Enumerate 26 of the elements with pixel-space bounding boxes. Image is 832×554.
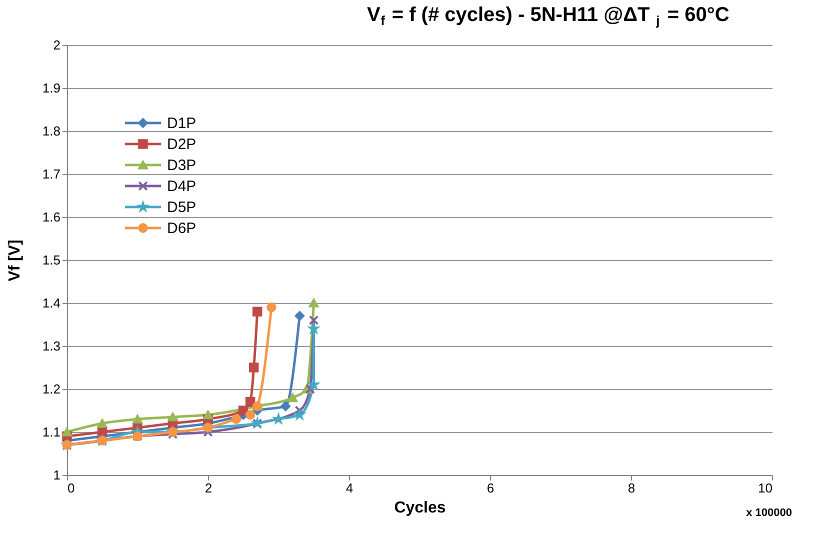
y-tick-label: 1.7 bbox=[42, 166, 60, 182]
legend-label: D5P bbox=[167, 199, 196, 216]
legend-label: D3P bbox=[167, 157, 196, 174]
legend-label: D6P bbox=[167, 220, 196, 237]
x-tick-label: 2 bbox=[204, 480, 212, 496]
legend-label: D4P bbox=[167, 178, 196, 195]
y-tick-label: 1.1 bbox=[42, 424, 60, 440]
y-tick-label: 2 bbox=[53, 38, 60, 52]
y-tick-label: 1 bbox=[53, 468, 60, 482]
x-tick-label: 10 bbox=[758, 480, 772, 496]
x-tick-label: 6 bbox=[486, 480, 494, 496]
y-tick-label: 1.5 bbox=[42, 252, 60, 268]
text: x 100000 bbox=[746, 507, 792, 519]
y-tick-label: 1.8 bbox=[42, 124, 60, 138]
legend-label: D2P bbox=[167, 136, 196, 153]
y-axis-title: Vf [V] bbox=[6, 240, 24, 282]
x-tick-label: 8 bbox=[628, 480, 636, 496]
legend-label: D1P bbox=[167, 115, 196, 132]
y-tick-label: 1.4 bbox=[42, 296, 60, 310]
x-axis-title: Cycles bbox=[394, 500, 446, 516]
y-tick-label: 1.9 bbox=[42, 80, 60, 96]
y-tick-label: 1.2 bbox=[42, 382, 60, 396]
x-tick-label: 0 bbox=[68, 480, 75, 496]
x-tick-label: 4 bbox=[346, 480, 354, 496]
y-tick-label: 1.6 bbox=[42, 210, 60, 224]
y-tick-label: 1.3 bbox=[42, 338, 60, 354]
